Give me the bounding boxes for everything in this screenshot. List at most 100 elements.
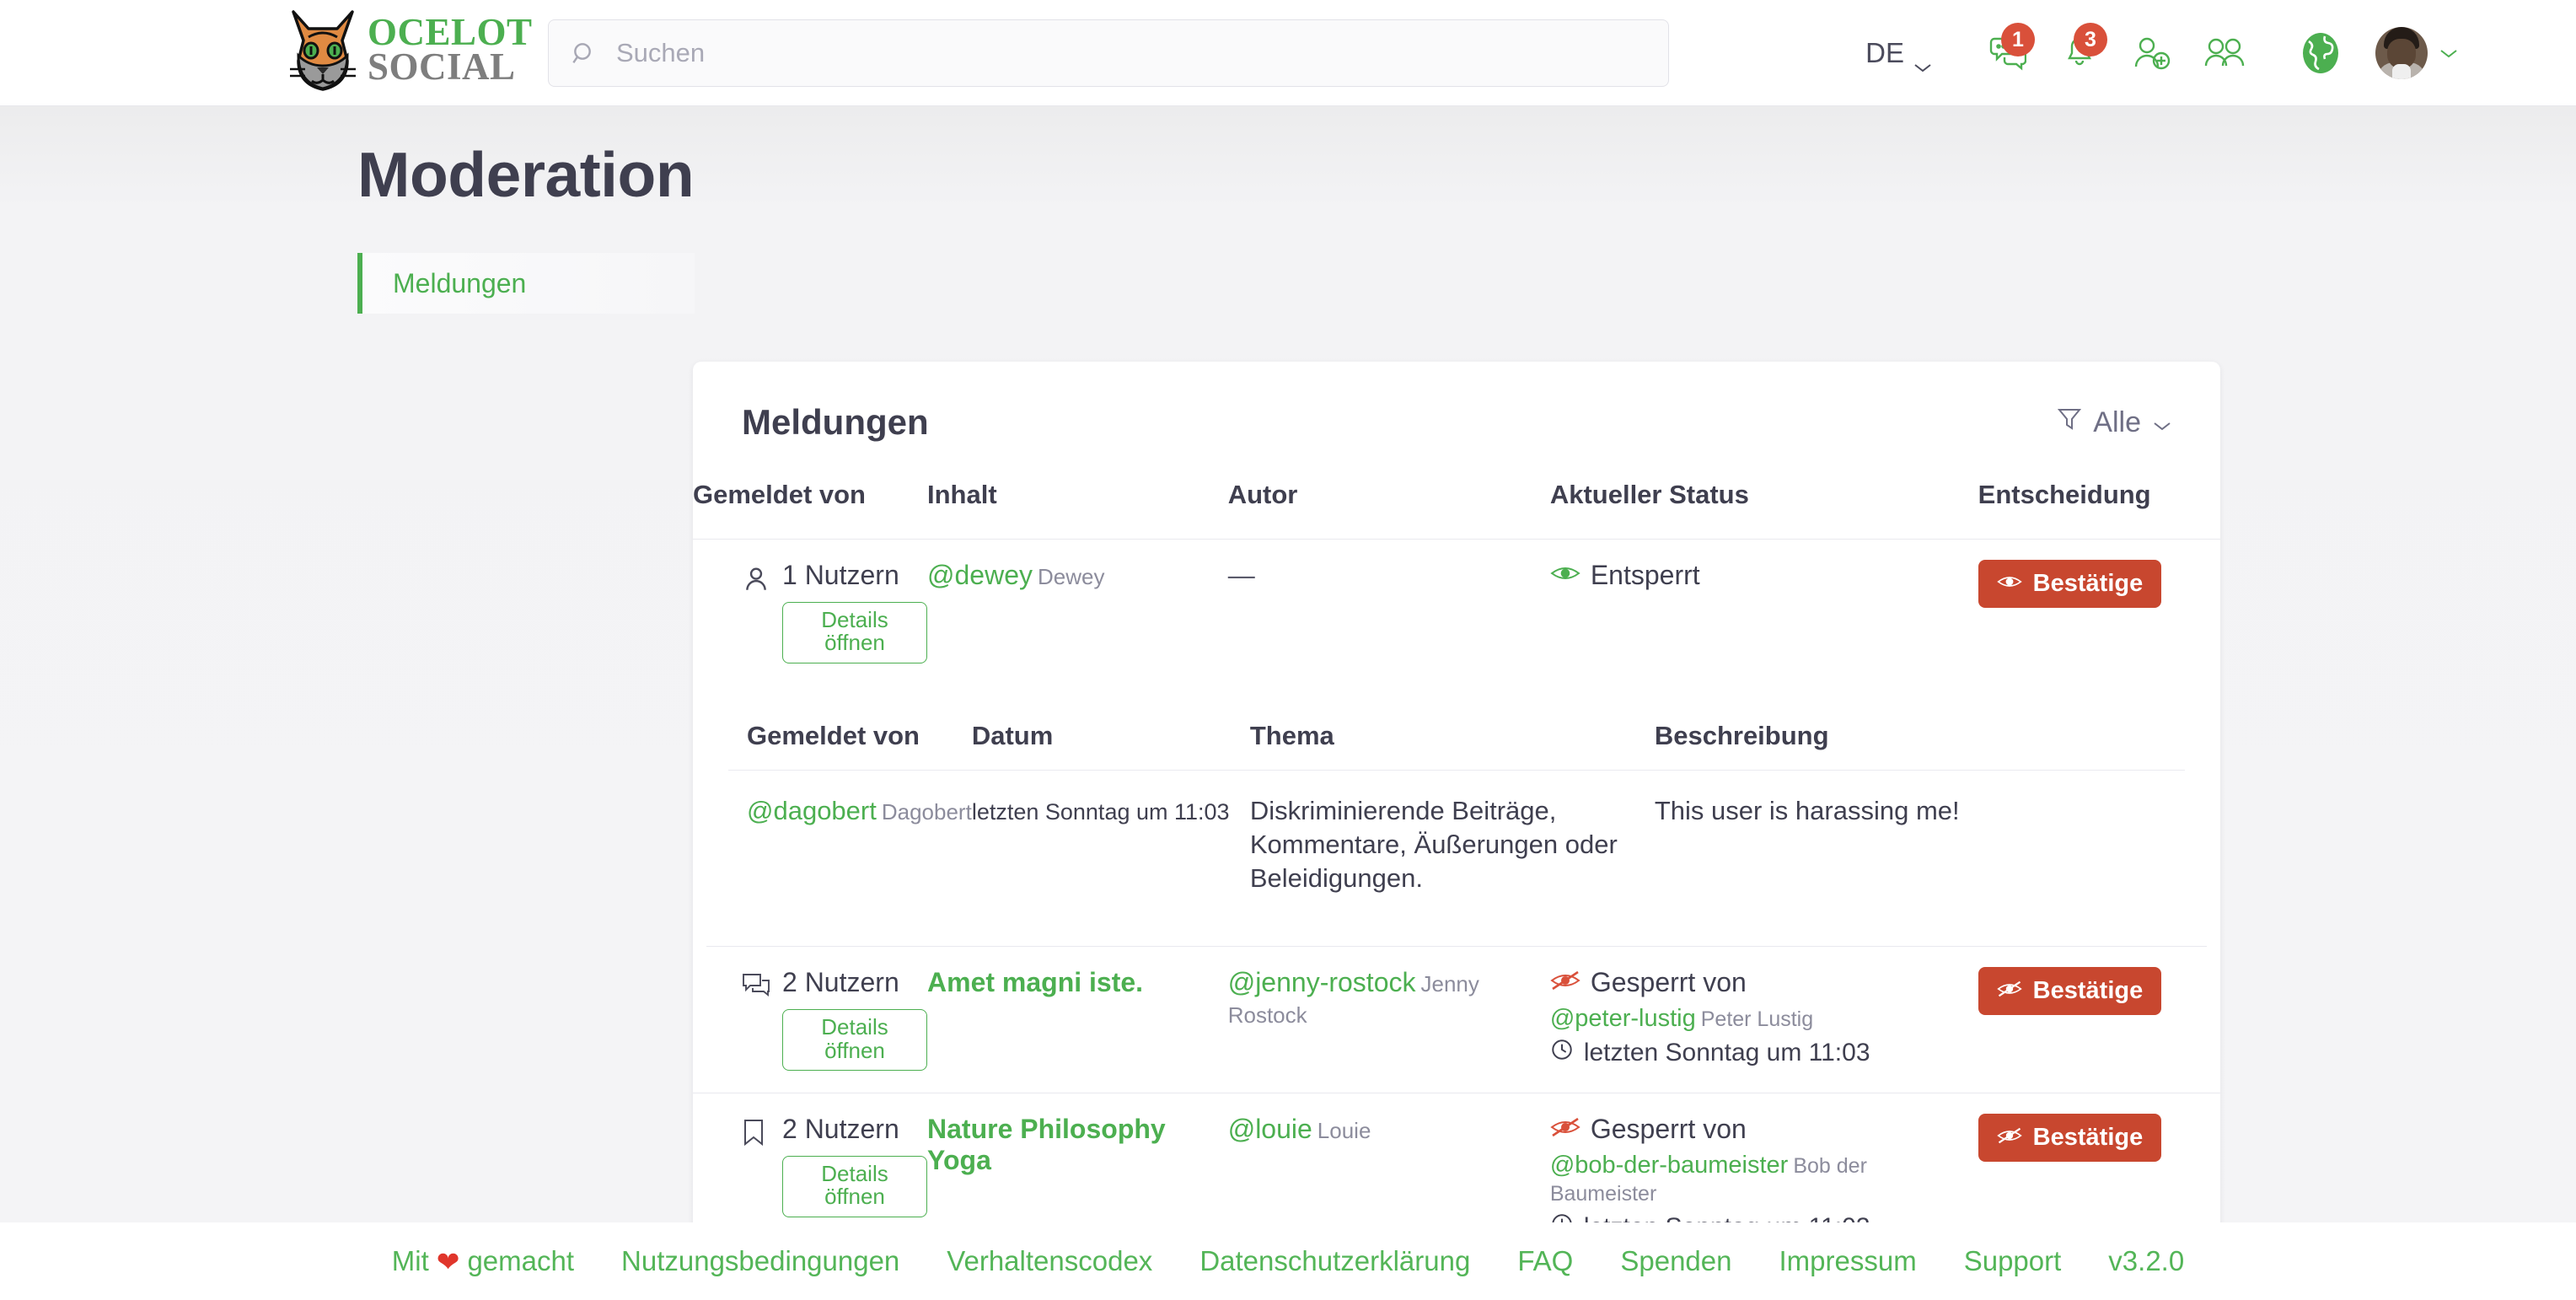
confirm-label: Bestätige [2032, 977, 2144, 1005]
avatar[interactable] [2375, 27, 2428, 79]
messages-button[interactable]: 1 [1974, 23, 2040, 81]
made-suffix: gemacht [467, 1245, 575, 1276]
detail-col-description: Beschreibung [1654, 720, 1829, 750]
details-label-1: Details [821, 1014, 888, 1040]
confirm-button[interactable]: Bestätige [1978, 560, 2162, 608]
cell-gemeldet-von: 2 Nutzern Details öffnen [693, 947, 927, 1093]
footer-link-faq[interactable]: FAQ [1517, 1245, 1574, 1276]
author-name: Louie [1317, 1118, 1371, 1144]
sidebar: Meldungen [357, 253, 695, 314]
detail-reporter-link[interactable]: @dagobert [747, 795, 877, 825]
clock-icon [1550, 1038, 1574, 1068]
brand-name-top: OCELOT [368, 10, 533, 53]
page-body: Moderation Meldungen Meldungen Alle [0, 106, 2576, 1300]
author-empty: — [1227, 560, 1255, 590]
eye-open-icon [1996, 570, 2022, 598]
col-inhalt: Inhalt [927, 480, 997, 509]
footer-link-verhaltenscodex[interactable]: Verhaltenscodex [947, 1245, 1153, 1276]
author-name: Jenny Rostock [1227, 971, 1479, 1029]
status-text: Entsperrt [1590, 560, 1700, 590]
language-label: DE [1865, 37, 1904, 68]
cell-status: Gesperrt von @peter-lustig Peter Lustig l… [1550, 947, 1978, 1093]
reports-table: Gemeldet von Inhalt Autor Aktueller Stat… [693, 480, 2220, 1300]
status-time-text: letzten Sonntag um 11:03 [1583, 1039, 1870, 1067]
made-with-love[interactable]: Mit ❤ gemacht [392, 1245, 574, 1278]
status-by-name: Peter Lustig [1700, 1007, 1814, 1032]
detail-cell-from: @dagobert Dagobert [728, 769, 972, 947]
col-status: Aktueller Status [1549, 480, 1749, 509]
detail-col-from: Gemeldet von [747, 720, 920, 750]
footer-link-nutzungsbedingungen[interactable]: Nutzungsbedingungen [621, 1245, 900, 1276]
search-input[interactable] [616, 38, 1646, 68]
invite-button[interactable] [2119, 25, 2185, 81]
globe-button[interactable] [2288, 25, 2353, 81]
cell-inhalt: @dewey Dewey [927, 538, 1228, 685]
filter-dropdown[interactable]: Alle [2058, 406, 2171, 439]
user-menu[interactable] [2375, 27, 2458, 79]
details-label-2: öffnen [824, 630, 885, 656]
globe-icon [2300, 31, 2341, 75]
eye-crossed-icon [1550, 1114, 1580, 1145]
search-icon [571, 40, 598, 67]
status-by: @bob-der-baumeister Bob der Baumeister [1550, 1152, 1978, 1207]
card-header: Meldungen Alle [693, 362, 2220, 443]
status-by-link[interactable]: @bob-der-baumeister [1549, 1152, 1789, 1179]
cell-entscheidung: Bestätige [1978, 947, 2220, 1093]
confirm-label: Bestätige [2032, 570, 2144, 597]
detail-header-row: Gemeldet von Datum Thema Beschreibung [728, 685, 2185, 771]
footer-link-datenschutzerklaerung[interactable]: Datenschutzerklärung [1199, 1245, 1471, 1276]
brand-name-bottom: SOCIAL [368, 46, 516, 88]
footer-link-support[interactable]: Support [1963, 1245, 2062, 1276]
cell-autor: @jenny-rostock Jenny Rostock [1228, 947, 1550, 1093]
content-user-link[interactable]: @dewey [927, 560, 1033, 590]
detail-row: @dagobert Dagobert letzten Sonntag um 11:… [728, 769, 2185, 947]
details-open-button[interactable]: Details öffnen [782, 1156, 927, 1217]
detail-date: letzten Sonntag um 11:03 [971, 798, 1230, 825]
notifications-button[interactable]: 3 [2047, 23, 2112, 81]
brand-logo[interactable]: OCELOT SOCIAL [287, 7, 533, 93]
status-time: letzten Sonntag um 11:03 [1550, 1038, 1978, 1068]
details-open-button[interactable]: Details öffnen [782, 602, 927, 663]
detail-panel: Gemeldet von Datum Thema Beschreibung [693, 685, 2220, 948]
table-row: 2 Nutzern Details öffnen Amet magni iste… [693, 947, 2220, 1093]
details-label-1: Details [821, 1161, 888, 1187]
search-bar[interactable] [548, 19, 1669, 87]
status-by-link[interactable]: @peter-lustig [1549, 1005, 1696, 1033]
confirm-button[interactable]: Bestätige [1978, 967, 2162, 1016]
status-by: @peter-lustig Peter Lustig [1550, 1005, 1978, 1033]
chevron-down-icon [2153, 406, 2171, 439]
bookmark-icon [742, 1119, 770, 1147]
user-plus-icon [2133, 35, 2171, 72]
eye-crossed-icon [1996, 977, 2022, 1005]
detail-col-topic: Thema [1249, 720, 1334, 750]
users-icon [2203, 35, 2246, 71]
heart-icon: ❤ [436, 1245, 460, 1277]
messages-badge: 1 [2001, 23, 2035, 56]
content-post-link[interactable]: Amet magni iste. [927, 967, 1144, 998]
footer-link-impressum[interactable]: Impressum [1779, 1245, 1917, 1276]
language-selector[interactable]: DE [1865, 37, 1932, 72]
friends-button[interactable] [2192, 25, 2257, 81]
table-row: 1 Nutzern Details öffnen @dewey Dewey — [693, 538, 2220, 685]
cell-gemeldet-von: 1 Nutzern Details öffnen [693, 538, 927, 685]
content-post-link[interactable]: Nature Philosophy Yoga [927, 1114, 1166, 1176]
footer-link-spenden[interactable]: Spenden [1620, 1245, 1732, 1276]
chevron-down-icon [1913, 48, 1932, 72]
footer-version: v3.2.0 [2108, 1245, 2185, 1276]
notifications-badge: 3 [2074, 23, 2107, 56]
sidebar-item-label: Meldungen [393, 267, 527, 298]
card-title: Meldungen [742, 402, 929, 442]
status-text: Gesperrt von [1590, 1114, 1747, 1145]
confirm-button[interactable]: Bestätige [1978, 1114, 2162, 1163]
author-link[interactable]: @jenny-rostock [1227, 967, 1416, 998]
confirm-label: Bestätige [2032, 1124, 2144, 1152]
details-open-button[interactable]: Details öffnen [782, 1009, 927, 1072]
eye-crossed-icon [1550, 967, 1580, 998]
cell-inhalt: Amet magni iste. [927, 947, 1228, 1093]
col-gemeldet-von: Gemeldet von [693, 480, 866, 509]
sidebar-item-meldungen[interactable]: Meldungen [357, 253, 695, 314]
author-link[interactable]: @louie [1227, 1114, 1312, 1145]
details-label-2: öffnen [824, 1184, 885, 1210]
user-icon [742, 565, 770, 594]
detail-col-date: Datum [971, 720, 1054, 750]
